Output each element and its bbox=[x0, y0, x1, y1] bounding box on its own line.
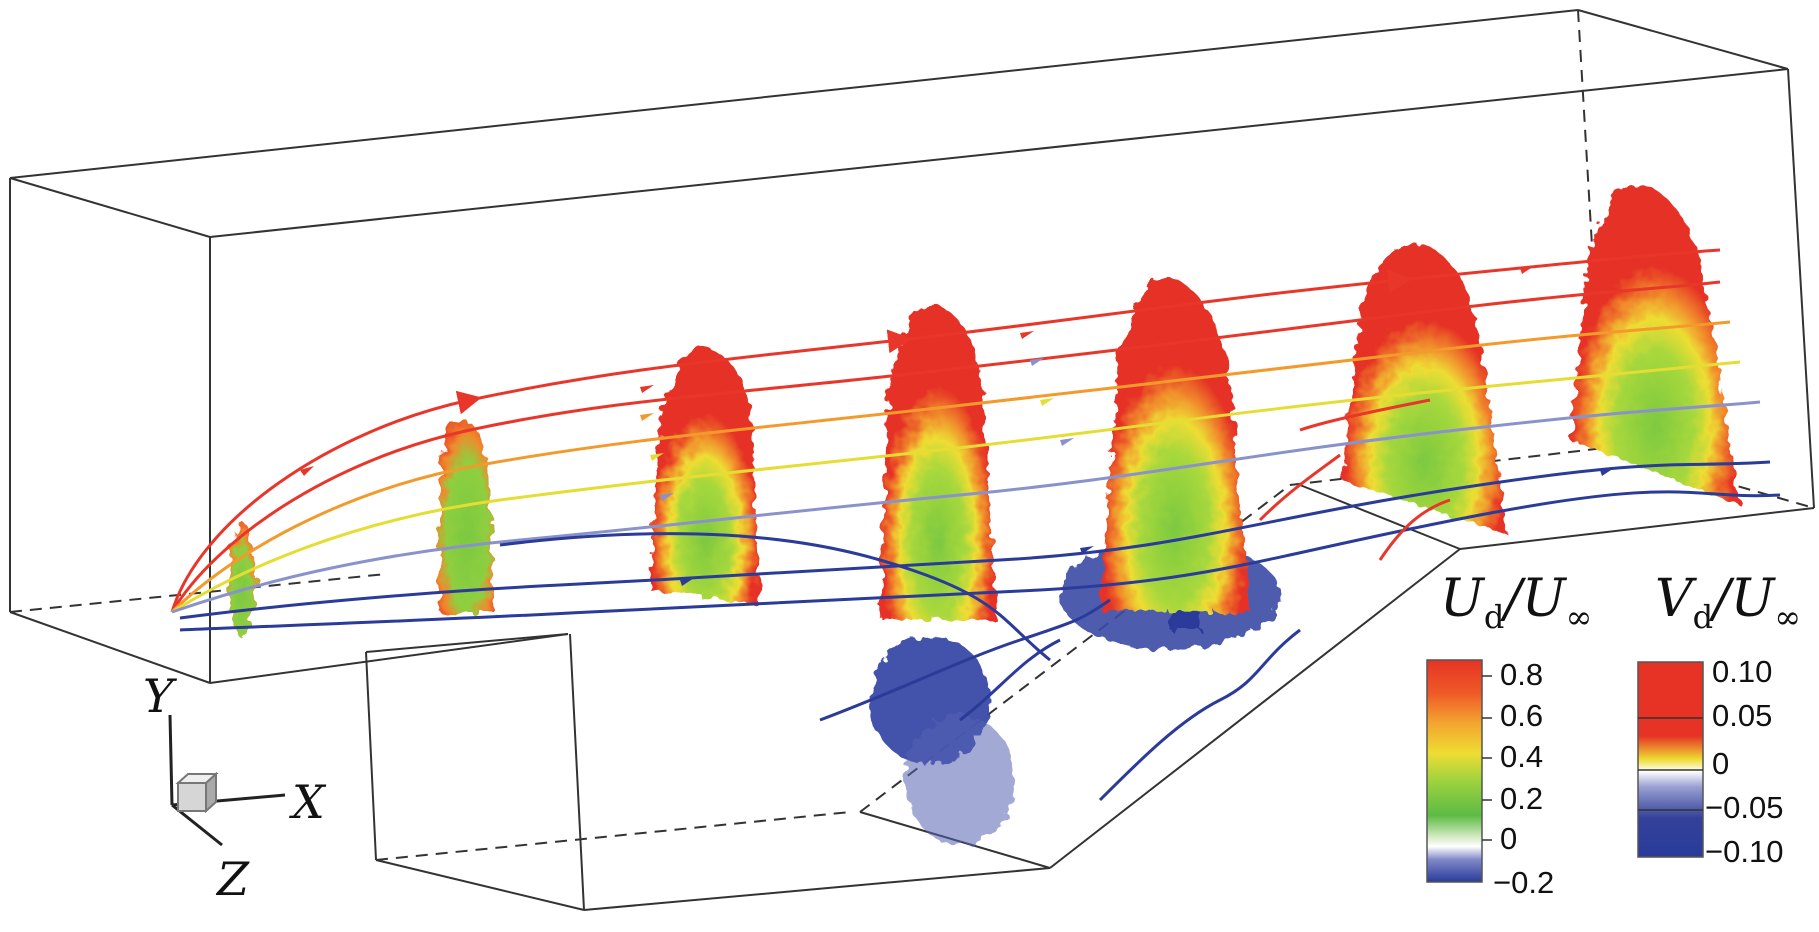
domain-wireframe bbox=[9, 9, 1815, 911]
colorbar-v-tick-4: −0.10 bbox=[1705, 834, 1783, 869]
axes-cube bbox=[177, 782, 207, 812]
colorbar-u-gradient bbox=[1426, 659, 1483, 883]
colorbar-u: Ud/U∞ 0.8 0.6 0.4 0.2 0 −0.2 bbox=[1426, 569, 1592, 900]
axes-triad: Y X Z bbox=[143, 669, 327, 906]
axis-label-x: X bbox=[289, 775, 327, 829]
colorbar-v-tick-3: −0.05 bbox=[1705, 790, 1783, 825]
colorbar-v-tick-1: 0.05 bbox=[1712, 698, 1772, 733]
plume-5 bbox=[1100, 277, 1250, 612]
colorbar-u-tick-4: 0 bbox=[1500, 821, 1517, 856]
colorbar-v-title: Vd/U∞ bbox=[1655, 569, 1801, 636]
colorbar-u-tick-5: −0.2 bbox=[1493, 865, 1554, 900]
axis-label-z: Z bbox=[215, 852, 250, 906]
colorbar-u-tick-0: 0.8 bbox=[1500, 657, 1543, 692]
colorbar-u-tick-2: 0.4 bbox=[1500, 739, 1543, 774]
colorbar-v-tick-2: 0 bbox=[1712, 746, 1729, 781]
plume-2 bbox=[440, 420, 494, 612]
axis-label-y: Y bbox=[143, 669, 178, 723]
streamlines bbox=[170, 248, 1781, 802]
colorbar-u-tick-3: 0.2 bbox=[1500, 781, 1543, 816]
plume-7 bbox=[1570, 183, 1740, 505]
colorbar-v-tick-0: 0.10 bbox=[1712, 654, 1772, 689]
streamline-arrows bbox=[300, 266, 1614, 586]
plume-6 bbox=[1342, 243, 1508, 535]
plume-4 bbox=[880, 304, 996, 620]
colorbar-v: Vd/U∞ 0.10 0.05 0 −0.05 −0.10 bbox=[1637, 569, 1801, 869]
colorbar-u-tick-1: 0.6 bbox=[1500, 698, 1543, 733]
colorbar-u-title: Ud/U∞ bbox=[1440, 569, 1592, 636]
colorbar-v-gradient bbox=[1637, 661, 1704, 858]
